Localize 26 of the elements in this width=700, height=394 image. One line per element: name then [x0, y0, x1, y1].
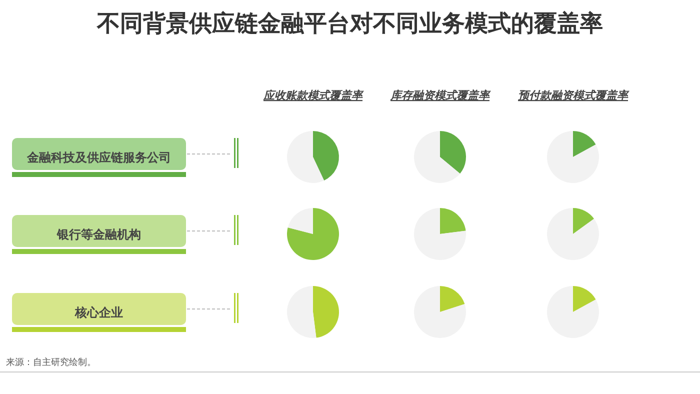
category-label: 库存融资模式覆盖率 [390, 89, 492, 102]
pie-slice [440, 286, 465, 312]
pie-slice [573, 208, 594, 234]
pie-slice [313, 131, 339, 181]
category-label: 预付款融资模式覆盖率 [518, 89, 630, 102]
pie-slice [414, 208, 466, 260]
pie-slice [440, 131, 466, 174]
pie-slice [287, 131, 324, 183]
pie-slice [414, 286, 466, 338]
pie-slice [547, 208, 599, 260]
pie-slice [573, 131, 596, 157]
category-label: 银行等金融机构 [57, 227, 141, 242]
pie-slice [313, 286, 339, 338]
source-note: 来源：自主研究绘制。 [6, 357, 96, 368]
pie-slice [547, 286, 599, 338]
pie-slice [287, 208, 339, 260]
text: 不同背景供应链金融平台对不同业务模式的覆盖率 [96, 10, 603, 37]
pie-slice [288, 208, 313, 234]
pie-slice [440, 208, 466, 234]
pie-slice [287, 286, 316, 338]
category-label: 金融科技及供应链服务公司 [27, 150, 171, 164]
pie-slice [573, 286, 596, 312]
pie-slice [547, 131, 599, 183]
category-label: 核心企业 [75, 305, 123, 320]
category-label: 应收账款模式覆盖率 [262, 89, 364, 102]
pie-slice [414, 131, 460, 183]
